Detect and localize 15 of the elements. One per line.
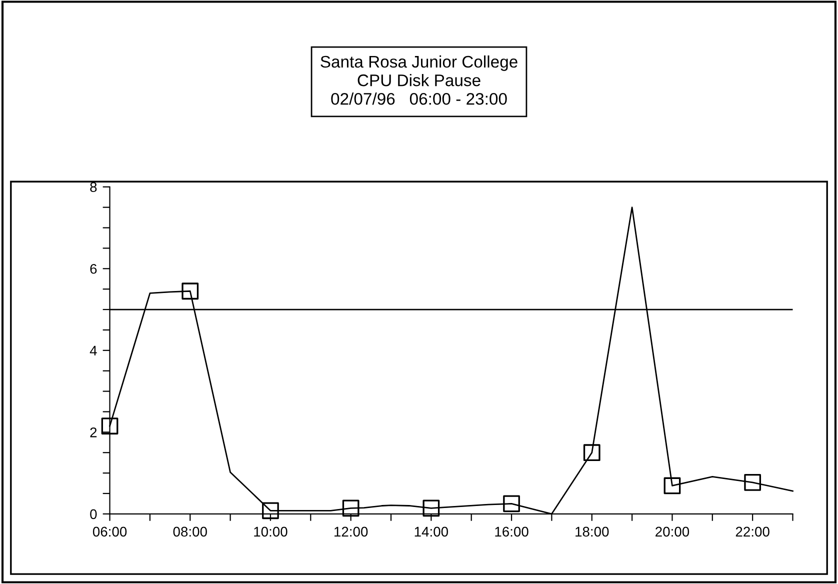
x-tick-label: 16:00 (495, 526, 528, 537)
x-tick-label: 18:00 (576, 526, 609, 537)
x-tick-label: 10:00 (254, 526, 288, 537)
y-tick-label: 6 (90, 264, 97, 274)
x-tick-label: 14:00 (414, 526, 448, 537)
x-tick-label: 06:00 (92, 526, 127, 537)
y-tick-label: 4 (90, 346, 97, 356)
x-tick-label: 22:00 (736, 526, 770, 537)
chart-title: Santa Rosa Junior College CPU Disk Pause 02/07/96 06:00 - 23:00 (320, 55, 518, 105)
y-tick-label: 8 (90, 182, 97, 192)
x-tick-label: 12:00 (334, 526, 368, 537)
x-tick-label: 20:00 (656, 526, 690, 537)
x-tick-label: 08:00 (173, 526, 207, 537)
y-tick-label: 2 (90, 427, 97, 438)
y-tick-label: 0 (90, 509, 97, 520)
